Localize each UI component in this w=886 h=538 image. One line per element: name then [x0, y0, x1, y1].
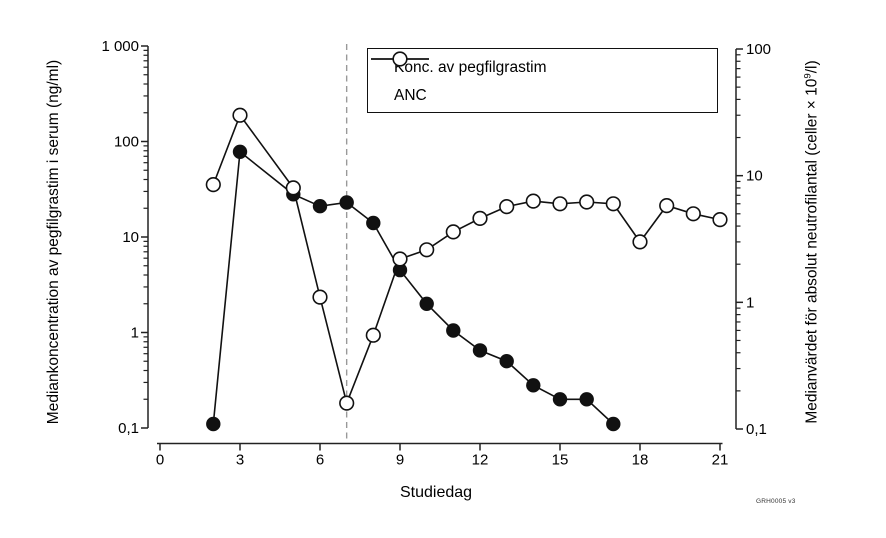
svg-text:10: 10: [746, 168, 763, 185]
x-axis: 0 3 6 9 12 15 18 21: [156, 442, 729, 469]
data-point-pegfilgrastim: [552, 392, 568, 407]
legend-marker-open-circle-icon: [371, 51, 429, 67]
data-point-anc: [445, 224, 461, 240]
data-point-anc: [552, 196, 568, 212]
svg-text:0: 0: [156, 452, 164, 469]
y-axis-right: 100 10 1 0,1: [735, 41, 771, 438]
y-axis-right-title-text: Medianvärdet för absolut neutrofilantal …: [803, 78, 821, 424]
data-point-pegfilgrastim: [312, 199, 328, 214]
data-point-anc: [632, 234, 648, 250]
data-point-anc: [712, 212, 728, 228]
data-point-anc: [365, 327, 381, 343]
data-point-anc: [419, 242, 435, 258]
data-point-pegfilgrastim: [419, 296, 434, 311]
data-point-pegfilgrastim: [526, 378, 541, 393]
svg-text:1: 1: [746, 294, 754, 311]
data-point-anc: [232, 107, 248, 123]
svg-text:6: 6: [316, 452, 324, 469]
y-axis-left-title: Mediankoncentration av pegfilgrastim i s…: [45, 59, 62, 425]
data-point-pegfilgrastim: [366, 215, 381, 231]
data-point-anc: [499, 199, 515, 215]
data-point-anc: [205, 177, 221, 193]
svg-text:9: 9: [396, 452, 404, 469]
svg-text:0,1: 0,1: [746, 421, 767, 438]
svg-text:100: 100: [746, 41, 771, 58]
data-point-anc: [472, 210, 488, 226]
svg-text:3: 3: [236, 452, 244, 469]
svg-text:10: 10: [122, 229, 139, 246]
data-point-pegfilgrastim: [206, 416, 221, 432]
svg-text:100: 100: [114, 134, 139, 151]
svg-text:1: 1: [131, 325, 139, 342]
series-pegfilgrastim: [206, 144, 621, 432]
data-point-anc: [339, 395, 355, 411]
data-point-anc: [579, 194, 595, 210]
data-point-anc: [525, 193, 541, 209]
series-anc: [205, 107, 728, 411]
y-axis-right-title: Medianvärdet för absolut neutrofilantal …: [802, 60, 821, 423]
y-axis-right-title-unit: /l): [803, 60, 821, 74]
chart-legend: Konc. av pegfilgrastim ANC: [367, 48, 718, 113]
data-point-pegfilgrastim: [472, 343, 488, 358]
svg-text:1 000: 1 000: [101, 38, 139, 55]
legend-label-anc: ANC: [394, 87, 427, 104]
data-point-anc: [659, 198, 675, 214]
legend-entry-anc: ANC: [371, 51, 717, 110]
legend-label-pegfilgrastim: Konc. av pegfilgrastim: [394, 59, 547, 76]
data-point-anc: [312, 289, 328, 305]
data-point-pegfilgrastim: [606, 416, 621, 432]
svg-text:18: 18: [632, 452, 649, 469]
figure-plate-code: GRH0005 v3: [756, 498, 796, 505]
data-point-anc: [392, 251, 408, 267]
svg-text:15: 15: [552, 452, 569, 469]
data-point-pegfilgrastim: [339, 195, 354, 210]
data-point-anc: [685, 206, 701, 222]
svg-text:0,1: 0,1: [118, 420, 139, 437]
x-axis-title: Studiedag: [399, 484, 473, 501]
y-axis-left: 1 000 100 10 1 0,1: [101, 38, 149, 437]
data-point-pegfilgrastim: [579, 392, 594, 407]
data-point-anc: [285, 180, 301, 196]
data-point-pegfilgrastim: [232, 144, 248, 160]
svg-text:21: 21: [712, 452, 729, 469]
legend-entry-pegfilgrastim: Konc. av pegfilgrastim: [371, 51, 717, 82]
svg-text:12: 12: [472, 452, 489, 469]
y-axis-right-title-superscript: 9: [802, 73, 814, 79]
data-point-pegfilgrastim: [446, 323, 461, 338]
data-point-pegfilgrastim: [499, 354, 514, 369]
data-point-anc: [605, 196, 621, 212]
